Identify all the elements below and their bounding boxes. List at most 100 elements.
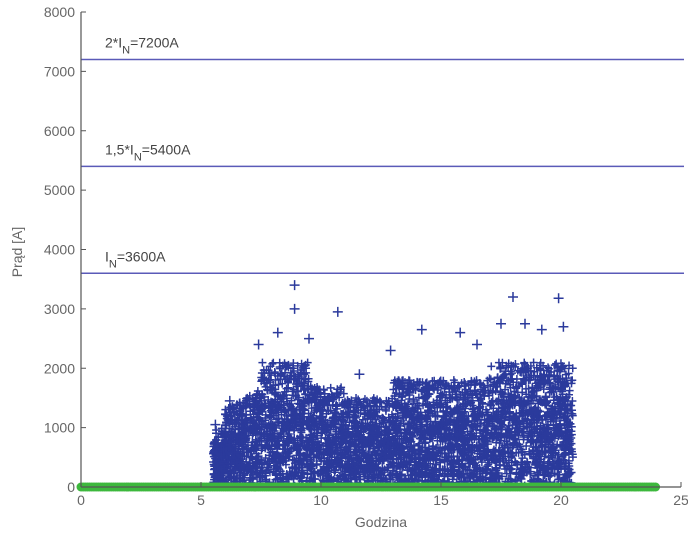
current-point — [415, 458, 424, 467]
current-point — [314, 400, 323, 409]
current-point — [443, 398, 452, 407]
current-point — [445, 394, 454, 403]
current-point — [228, 402, 237, 411]
current-point — [399, 385, 408, 394]
current-point — [273, 463, 282, 472]
current-point — [391, 399, 400, 408]
current-point — [461, 385, 470, 394]
current-point — [232, 400, 241, 409]
current-point — [455, 382, 464, 391]
current-point — [292, 451, 301, 460]
current-point — [214, 433, 223, 442]
current-point — [231, 465, 240, 474]
current-point — [304, 374, 313, 383]
current-point — [429, 384, 438, 393]
current-point — [360, 395, 369, 404]
current-point — [449, 442, 458, 451]
current-point — [271, 376, 280, 385]
current-point — [493, 424, 502, 433]
current-point — [382, 396, 391, 405]
current-point — [467, 378, 476, 387]
current-point — [508, 292, 518, 302]
current-point — [427, 406, 436, 415]
current-point — [498, 472, 507, 481]
y-tick-label: 0 — [67, 479, 75, 495]
current-point — [525, 373, 534, 382]
current-point — [322, 409, 331, 418]
current-point — [550, 372, 559, 381]
current-point — [339, 389, 348, 398]
current-point — [420, 385, 429, 394]
x-tick-label: 5 — [197, 492, 205, 508]
current-point — [261, 410, 270, 419]
current-point — [548, 457, 557, 466]
current-point — [564, 369, 573, 378]
current-point — [435, 393, 444, 402]
current-point — [343, 412, 352, 421]
current-point — [478, 399, 487, 408]
current-point — [227, 415, 236, 424]
current-point — [289, 280, 300, 291]
current-point — [260, 369, 269, 378]
current-point — [502, 458, 511, 467]
y-tick-label: 2000 — [44, 360, 75, 376]
current-point — [293, 387, 302, 396]
current-point — [524, 392, 533, 401]
current-point — [244, 395, 253, 404]
current-point — [352, 394, 361, 403]
current-point — [493, 373, 502, 382]
current-point — [455, 327, 466, 338]
current-point — [379, 414, 388, 423]
current-point — [480, 383, 489, 392]
current-point — [536, 358, 545, 367]
current-point — [320, 400, 329, 409]
current-point — [304, 333, 314, 344]
current-point — [272, 327, 283, 338]
current-point — [209, 458, 218, 467]
current-point — [350, 413, 359, 422]
x-tick-label: 0 — [77, 492, 85, 508]
current-point — [442, 431, 451, 440]
current-point — [307, 404, 316, 413]
current-point — [221, 405, 230, 414]
current-point — [371, 396, 380, 405]
current-point — [389, 378, 398, 387]
current-point — [416, 324, 427, 335]
current-point — [276, 370, 285, 379]
current-point — [233, 416, 242, 425]
current-point — [264, 443, 273, 452]
current-point — [360, 404, 369, 413]
current-point — [547, 387, 556, 396]
current-point — [240, 417, 249, 426]
current-point — [558, 321, 569, 332]
current-point — [535, 380, 544, 389]
current-point — [258, 358, 267, 367]
current-point — [409, 397, 418, 406]
current-point — [297, 359, 306, 368]
current-point — [439, 402, 448, 411]
current-point — [472, 339, 482, 350]
current-point — [226, 417, 235, 426]
current-point — [385, 418, 394, 427]
current-point — [525, 463, 534, 472]
current-point — [390, 392, 399, 401]
current-point — [419, 433, 428, 442]
current-point — [241, 399, 250, 408]
current-point — [430, 376, 439, 385]
reference-line-label: IN=3600A — [105, 248, 166, 270]
current-point — [290, 374, 299, 383]
current-point — [422, 415, 431, 424]
current-point — [252, 408, 261, 417]
current-point — [242, 452, 251, 461]
current-point — [471, 387, 480, 396]
current-point — [268, 385, 277, 394]
current-point — [480, 391, 489, 400]
current-point — [487, 362, 496, 371]
current-point — [403, 443, 412, 452]
current-point — [511, 362, 520, 371]
current-point — [429, 400, 438, 409]
current-point — [501, 369, 510, 378]
current-point — [299, 385, 308, 394]
current-point — [426, 434, 435, 443]
